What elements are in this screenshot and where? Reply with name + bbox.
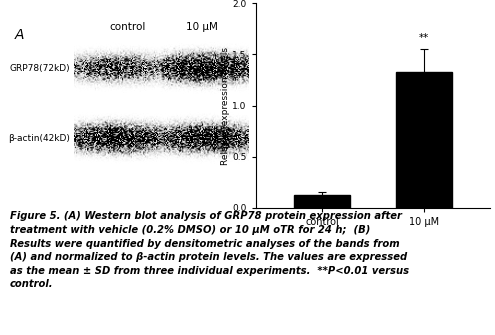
Bar xyxy=(74,110,248,167)
Y-axis label: Relative expression levels: Relative expression levels xyxy=(221,47,230,164)
Text: 10 μM: 10 μM xyxy=(186,22,218,32)
Bar xyxy=(74,40,248,97)
Text: **: ** xyxy=(419,33,429,43)
Text: A: A xyxy=(15,28,24,42)
Text: β-actin(42kD): β-actin(42kD) xyxy=(8,134,70,143)
Text: GRP78(72kD): GRP78(72kD) xyxy=(9,64,70,73)
Bar xyxy=(396,72,452,208)
Bar xyxy=(294,196,350,208)
Text: Figure 5. (A) Western blot analysis of GRP78 protein expression after
treatment : Figure 5. (A) Western blot analysis of G… xyxy=(10,211,409,289)
Text: control: control xyxy=(110,22,146,32)
